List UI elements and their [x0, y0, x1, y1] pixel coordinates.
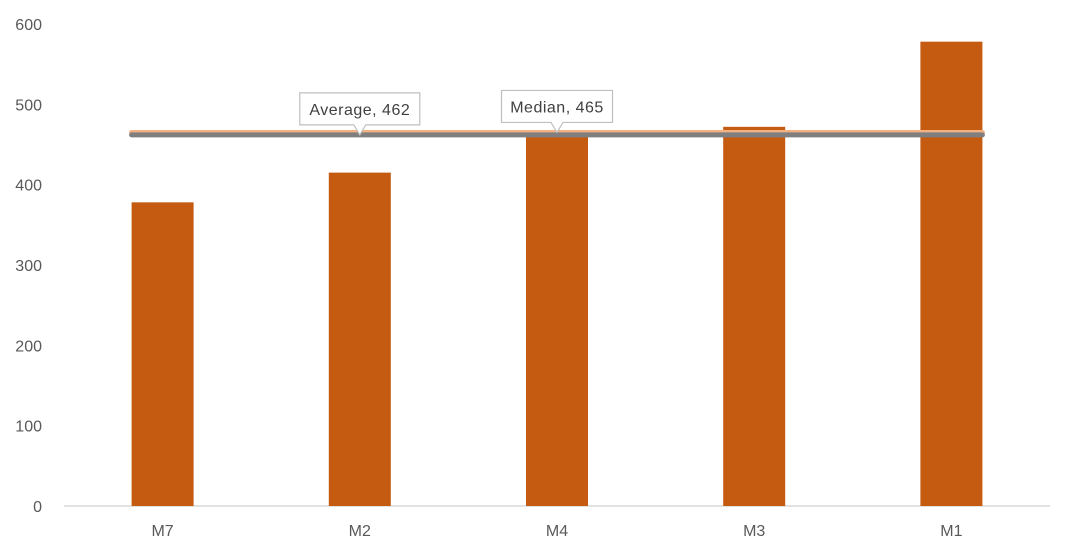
- bar-m7: [131, 202, 194, 506]
- y-tick-label: 200: [15, 338, 42, 355]
- x-axis-ticks: M7 M2 M4 M3 M1: [151, 523, 962, 540]
- bar-m4: [526, 136, 588, 506]
- bar-m2: [328, 172, 391, 506]
- average-callout: Average, 462: [299, 92, 421, 137]
- x-tick-label: M2: [349, 523, 371, 540]
- callout-box: [299, 92, 421, 137]
- bars: [131, 41, 983, 507]
- y-axis-ticks: 0 100 200 300 400 500 600: [15, 17, 42, 516]
- y-tick-label: 500: [15, 97, 42, 114]
- median-callout: Median, 465: [500, 89, 614, 134]
- callouts: Median, 465 Average, 462: [299, 89, 614, 137]
- x-tick-label: M4: [546, 523, 568, 540]
- callout-box: [500, 89, 614, 134]
- y-tick-label: 300: [15, 258, 42, 275]
- x-tick-label: M1: [940, 523, 962, 540]
- bar-m1: [920, 41, 983, 506]
- x-tick-label: M3: [743, 523, 765, 540]
- x-tick-label: M7: [151, 523, 173, 540]
- y-tick-label: 100: [15, 419, 42, 436]
- callout-label: Average, 462: [309, 102, 410, 119]
- y-tick-label: 400: [15, 178, 42, 195]
- callout-label: Median, 465: [510, 99, 604, 116]
- y-tick-label: 0: [33, 499, 42, 516]
- y-tick-label: 600: [15, 17, 42, 34]
- bar-m3: [723, 126, 786, 507]
